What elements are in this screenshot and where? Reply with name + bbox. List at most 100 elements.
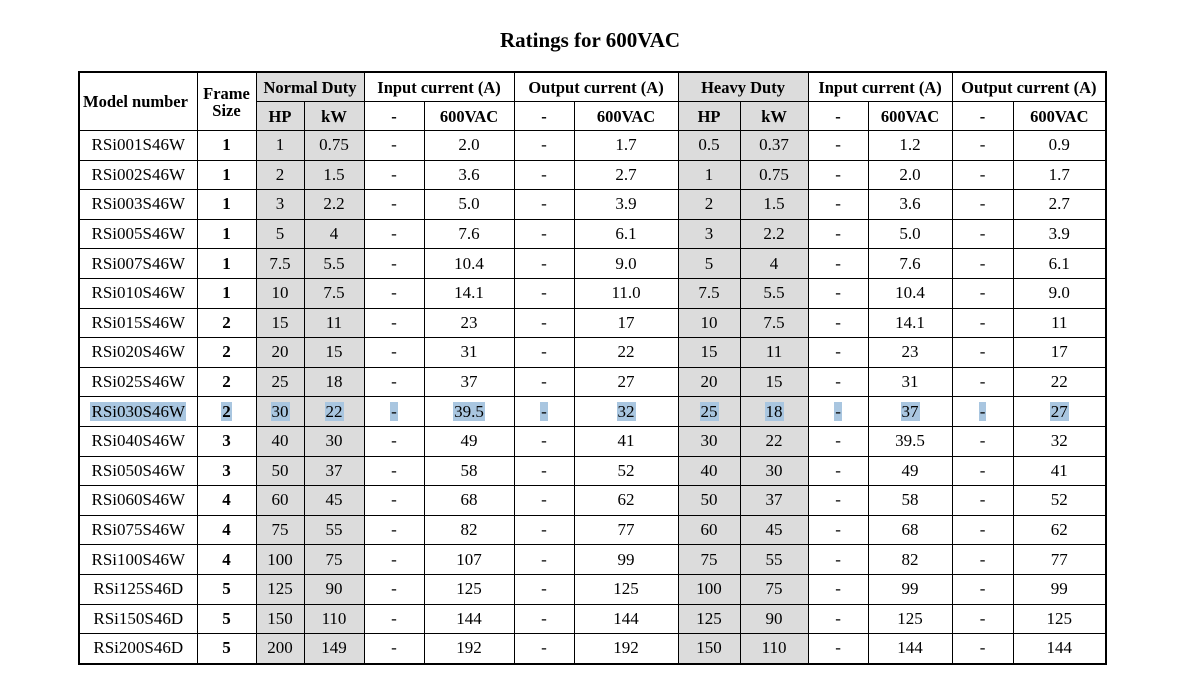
cell-text: 20 — [700, 372, 718, 392]
cell-text: 5 — [222, 638, 231, 658]
cell-hd-in-600vac: 1.2 — [867, 130, 953, 161]
cell-text: 4 — [222, 549, 231, 569]
cell-hd-in-600vac: 58 — [867, 485, 953, 516]
cell-text: 99 — [617, 549, 635, 569]
cell-hd-out-dash: - — [951, 218, 1014, 250]
cell-text: 7.6 — [458, 224, 480, 244]
cell-frame: 4 — [196, 485, 257, 516]
cell-text: 31 — [460, 342, 478, 362]
cell-nd-kw: 11 — [303, 307, 365, 339]
cell-nd-hp: 25 — [255, 366, 305, 398]
cell-text: - — [979, 135, 986, 155]
cell-text: - — [391, 460, 397, 480]
cell-text: 55 — [765, 549, 783, 569]
header-600vac-2: 600VAC — [573, 101, 679, 131]
cell-model: RSi003S46W — [78, 189, 198, 220]
cell-hd-kw: 90 — [739, 603, 809, 635]
cell-text: - — [835, 638, 841, 658]
cell-text: - — [979, 608, 986, 628]
cell-hd-in-dash: - — [807, 485, 869, 516]
cell-frame: 3 — [196, 425, 257, 457]
cell-hd-in-dash: - — [807, 455, 869, 487]
cell-hd-out-600vac: 62 — [1012, 514, 1107, 546]
cell-text: RSi015S46W — [91, 312, 186, 332]
cell-text: 3.6 — [458, 164, 480, 184]
cell-nd-hp: 7.5 — [255, 248, 305, 279]
cell-hd-kw: 2.2 — [739, 218, 809, 250]
cell-hd-out-dash: - — [951, 130, 1014, 161]
cell-nd-out-600vac: 9.0 — [573, 248, 679, 279]
cell-text: 37 — [765, 490, 783, 510]
cell-text: 52 — [617, 460, 635, 480]
cell-text: 82 — [901, 549, 919, 569]
cell-nd-out-600vac: 52 — [573, 455, 679, 487]
cell-text: 60 — [700, 520, 718, 540]
cell-text: 77 — [1050, 549, 1068, 569]
cell-nd-in-600vac: 144 — [423, 603, 515, 635]
cell-text: 58 — [460, 460, 478, 480]
cell-nd-in-dash: - — [363, 366, 425, 398]
cell-hd-in-600vac: 2.0 — [867, 159, 953, 191]
cell-hd-in-600vac: 23 — [867, 337, 953, 368]
cell-nd-out-dash: - — [513, 159, 575, 191]
cell-text: 110 — [761, 638, 787, 658]
cell-nd-out-dash: - — [513, 573, 575, 605]
cell-text: 10.4 — [895, 283, 925, 303]
cell-nd-out-dash: - — [513, 603, 575, 635]
cell-text: - — [979, 549, 986, 569]
cell-text: 5 — [704, 253, 714, 273]
cell-hd-out-600vac: 6.1 — [1012, 248, 1107, 279]
cell-text: 68 — [460, 490, 478, 510]
cell-text: 10 — [700, 312, 718, 332]
cell-hd-hp: 15 — [677, 337, 741, 368]
cell-text: - — [391, 164, 397, 184]
header-kw: kW — [303, 101, 365, 131]
cell-nd-out-600vac: 192 — [573, 633, 679, 665]
cell-model: RSi075S46W — [78, 514, 198, 546]
cell-hd-kw: 55 — [739, 544, 809, 575]
cell-text: 0.5 — [698, 135, 720, 155]
cell-hd-in-600vac: 144 — [867, 633, 953, 665]
cell-hd-in-dash: - — [807, 130, 869, 161]
cell-model: RSi010S46W — [78, 277, 198, 309]
cell-frame: 5 — [196, 603, 257, 635]
cell-text: 15 — [325, 342, 343, 362]
cell-nd-kw: 0.75 — [303, 130, 365, 161]
cell-text: - — [541, 312, 547, 332]
cell-text: 7.5 — [698, 283, 720, 303]
cell-model: RSi015S46W — [78, 307, 198, 339]
header-output-current: Output current (A) — [513, 71, 679, 102]
cell-text: RSi003S46W — [91, 194, 186, 214]
cell-nd-in-600vac: 31 — [423, 337, 515, 368]
cell-nd-out-dash: - — [513, 307, 575, 339]
cell-text: 99 — [1050, 579, 1068, 599]
cell-text: 15 — [700, 342, 718, 362]
cell-text: 149 — [321, 638, 347, 658]
cell-nd-kw: 75 — [303, 544, 365, 575]
cell-text: 125 — [613, 579, 639, 599]
cell-nd-in-dash: - — [363, 248, 425, 279]
cell-model: RSi125S46D — [78, 573, 198, 605]
cell-nd-in-dash: - — [363, 485, 425, 516]
cell-nd-kw: 90 — [303, 573, 365, 605]
cell-text: RSi005S46W — [91, 224, 186, 244]
table-row: RSi002S46W 1 2 1.5 - 3.6 - 2.7 1 0.75 - 2.0 - 1.7 — [78, 159, 1107, 191]
cell-text: - — [541, 520, 547, 540]
cell-frame: 4 — [196, 544, 257, 575]
cell-hd-kw: 30 — [739, 455, 809, 487]
cell-text: RSi060S46W — [91, 490, 186, 510]
cell-nd-in-dash: - — [363, 337, 425, 368]
cell-text: 40 — [700, 460, 718, 480]
cell-text: 1 — [222, 164, 231, 184]
cell-text: 75 — [765, 579, 783, 599]
cell-text: 4 — [222, 490, 231, 510]
cell-text: 2 — [222, 372, 231, 392]
cell-text: 2.2 — [323, 194, 345, 214]
cell-text: - — [541, 490, 547, 510]
cell-text: 22 — [617, 342, 635, 362]
cell-text: - — [835, 135, 841, 155]
cell-text: 11 — [325, 312, 343, 332]
cell-hd-kw: 5.5 — [739, 277, 809, 309]
cell-nd-out-600vac: 2.7 — [573, 159, 679, 191]
cell-text: 50 — [271, 460, 289, 480]
